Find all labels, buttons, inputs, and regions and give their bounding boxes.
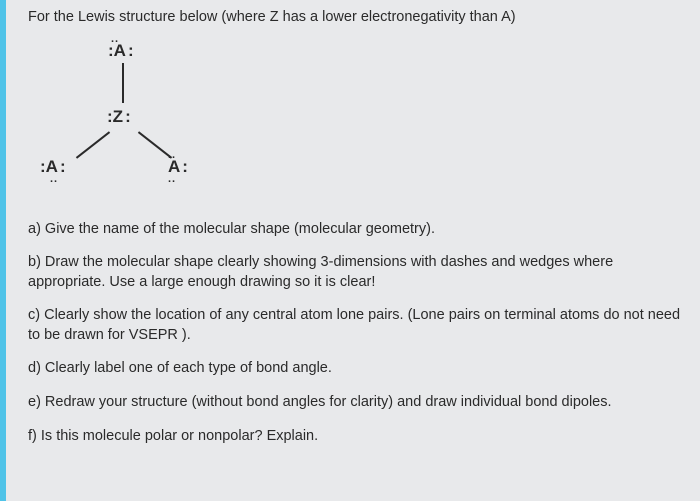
lonepair-colon: : bbox=[60, 157, 66, 176]
bond-left bbox=[76, 131, 110, 158]
question-f: f) Is this molecule polar or nonpolar? E… bbox=[28, 427, 682, 447]
question-b: b) Draw the molecular shape clearly show… bbox=[28, 253, 682, 292]
question-a: a) Give the name of the molecular shape … bbox=[28, 220, 682, 240]
question-e: e) Redraw your structure (without bond a… bbox=[28, 393, 682, 413]
atom-center: Z bbox=[113, 107, 123, 126]
bond-vertical bbox=[122, 63, 124, 103]
question-d: d) Clearly label one of each type of bon… bbox=[28, 359, 682, 379]
question-c: c) Clearly show the location of any cent… bbox=[28, 306, 682, 345]
bond-right bbox=[138, 131, 172, 158]
lonepair-colon: : bbox=[182, 157, 188, 176]
lewis-structure: .. :A: :Z: :A: .. .. A: .. bbox=[34, 36, 224, 206]
lonepair-colon: : bbox=[128, 41, 134, 60]
lonepair-dots: .. bbox=[111, 32, 119, 47]
lonepair-dots: .. bbox=[168, 172, 176, 187]
lonepair-colon: : bbox=[125, 107, 131, 126]
lonepair-dots: .. bbox=[50, 172, 58, 187]
question-header: For the Lewis structure below (where Z h… bbox=[28, 8, 682, 28]
lonepair-dots: .. bbox=[168, 148, 176, 163]
